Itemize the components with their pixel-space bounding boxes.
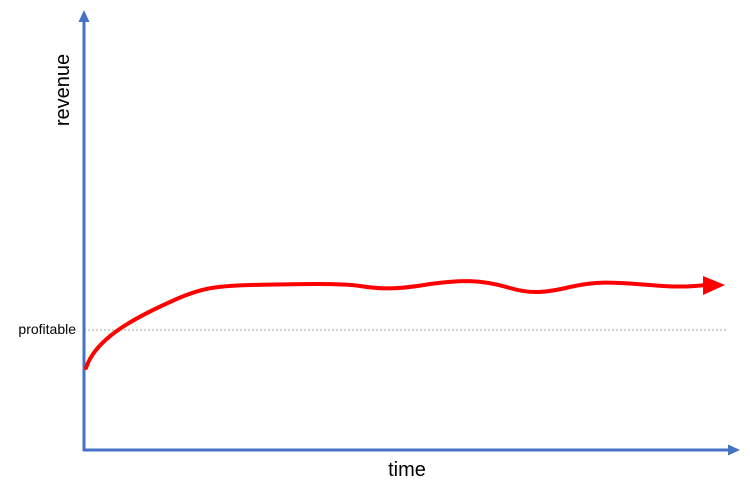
x-axis-arrow xyxy=(728,444,740,456)
revenue-curve xyxy=(84,279,708,370)
x-axis-label: time xyxy=(388,459,426,481)
y-axis-arrow xyxy=(78,10,90,22)
curve-arrow xyxy=(703,276,725,295)
y-axis-label: revenue xyxy=(52,54,74,126)
threshold-label: profitable xyxy=(18,321,76,337)
